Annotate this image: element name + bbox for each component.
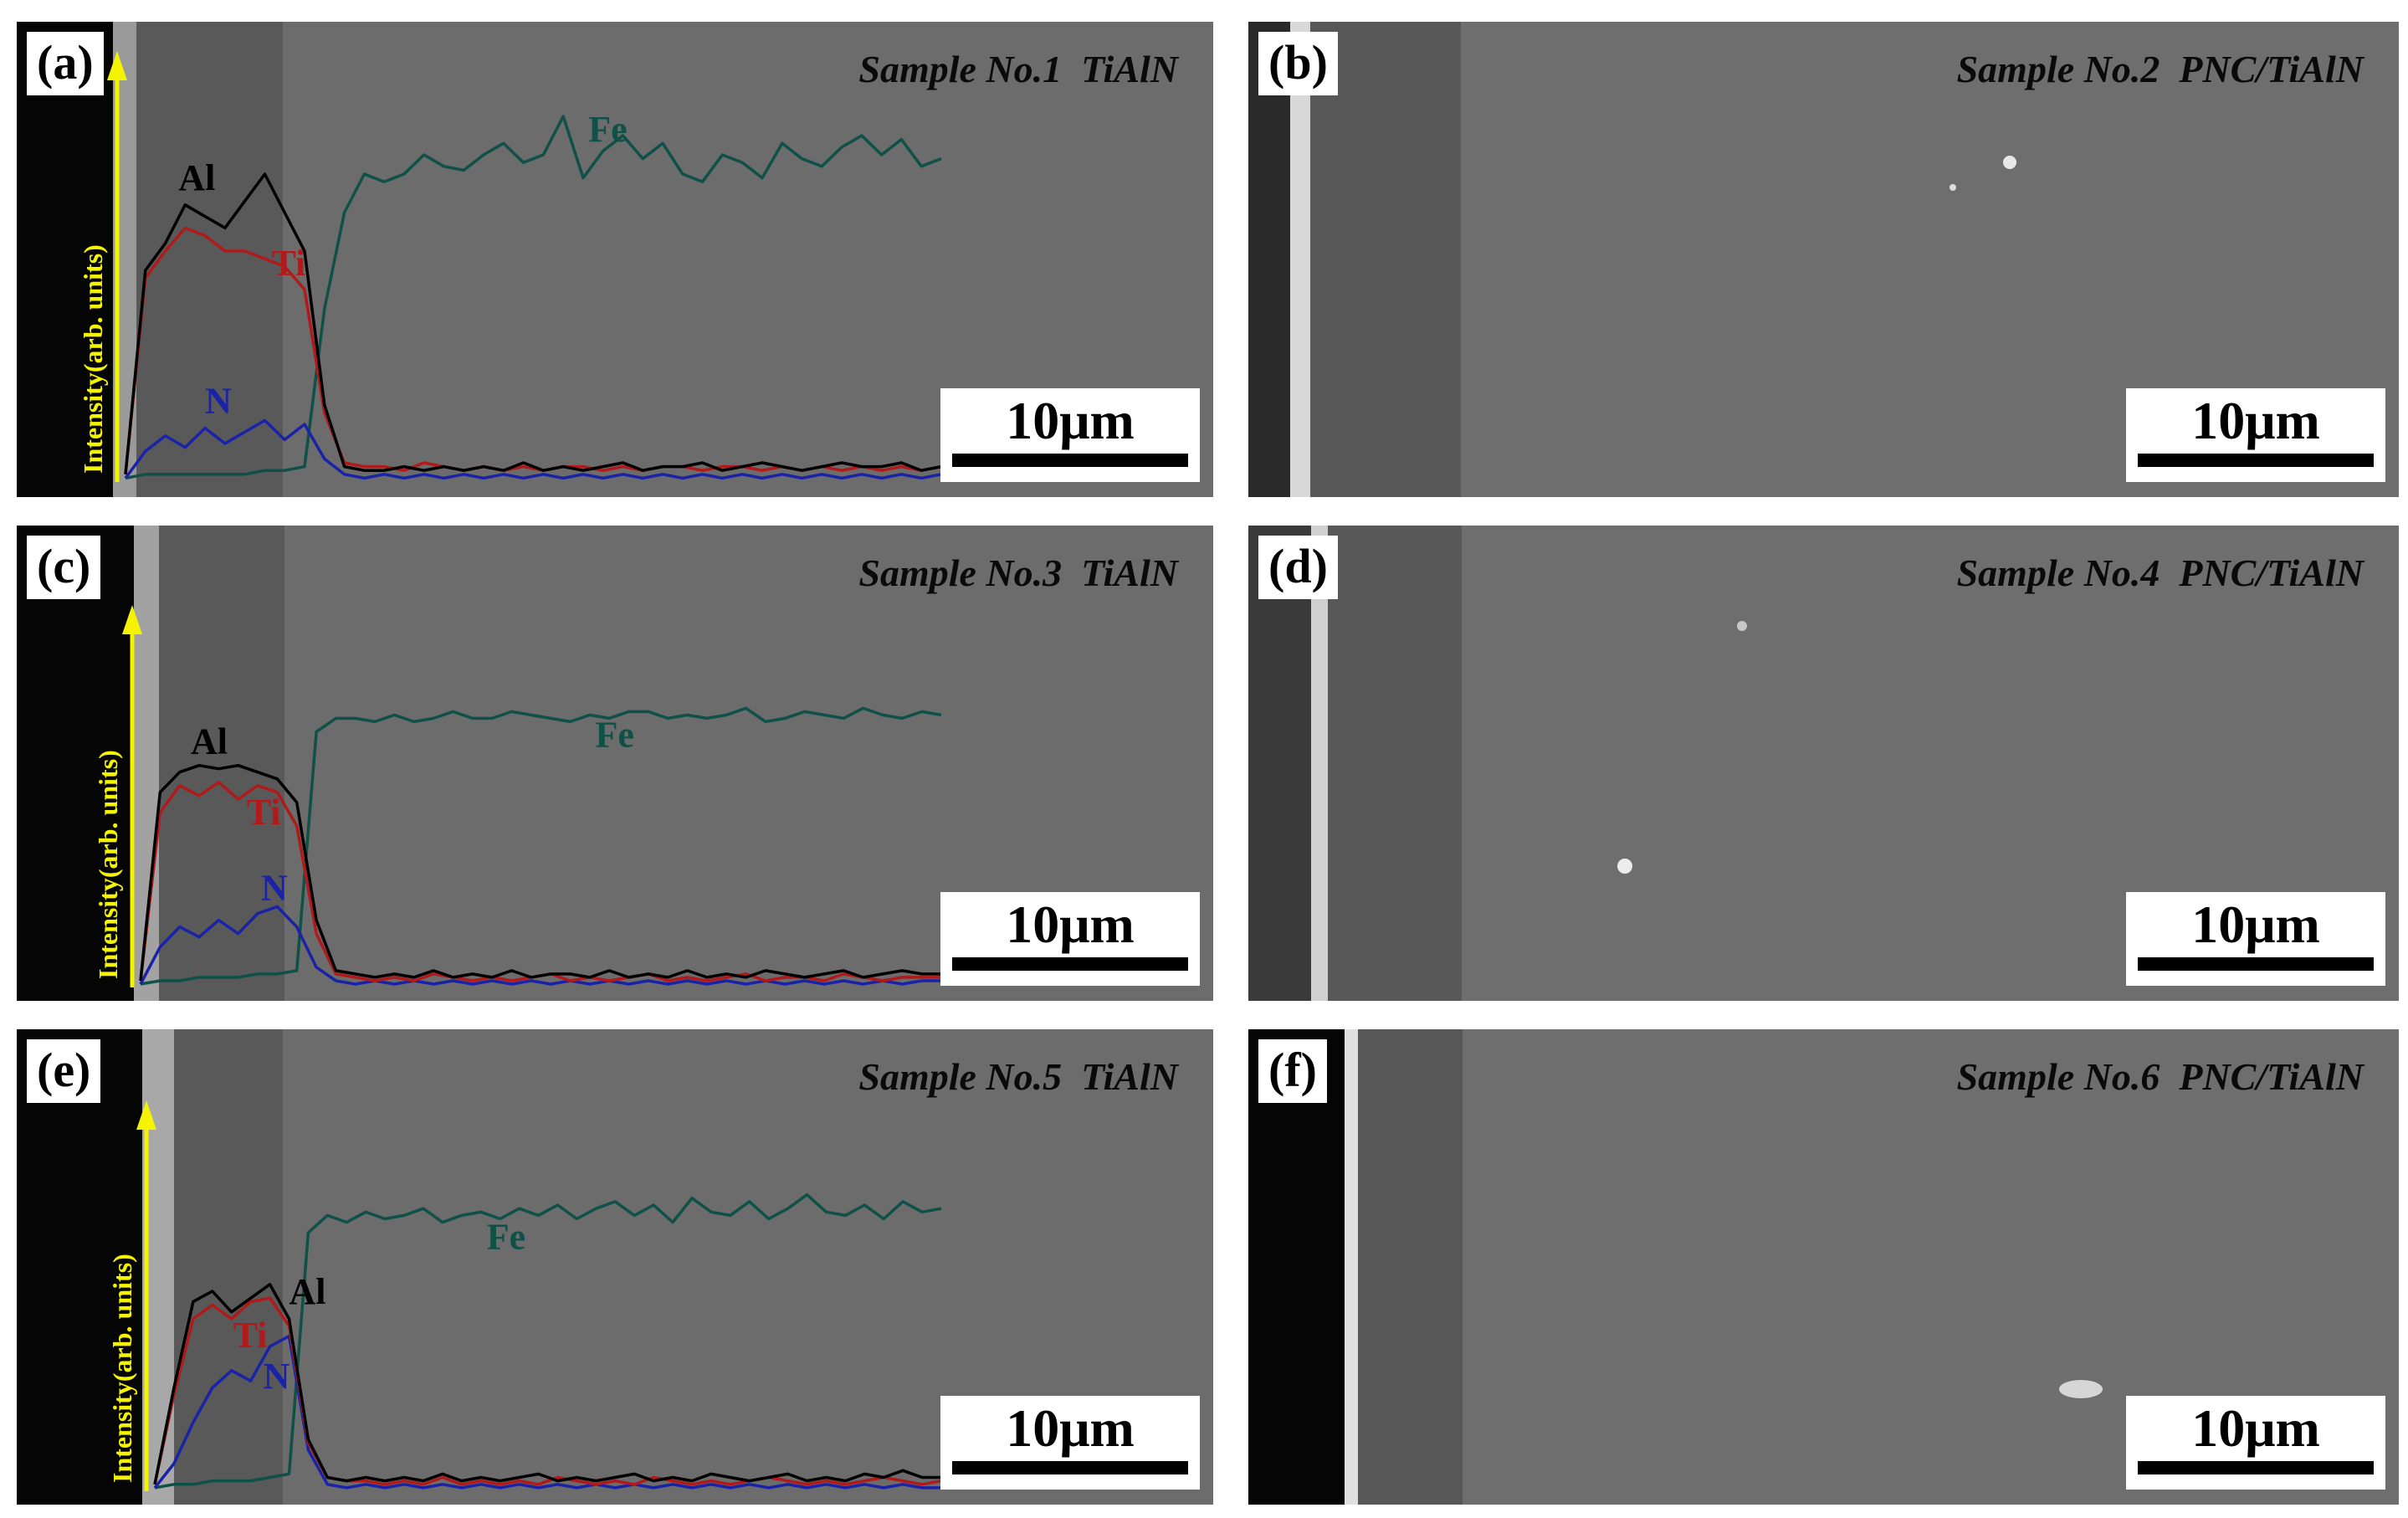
scale-bar: 10μm <box>2126 892 2385 986</box>
series-line-fe <box>154 1192 942 1490</box>
series-line-n <box>124 418 942 480</box>
sem-image <box>1248 22 2399 497</box>
sample-title: Sample No.3 TiAlN <box>858 551 1178 594</box>
series-label-fe: Fe <box>588 109 627 150</box>
series-label-n: N <box>205 381 232 422</box>
line-profile-chart: Intensity(arb. units) Fe NTi Al <box>107 1100 942 1491</box>
y-axis-label: Intensity(arb. units) <box>78 244 108 474</box>
series-line-fe <box>125 115 942 480</box>
series-line-n <box>139 905 941 986</box>
series-label-al: Al <box>289 1271 326 1312</box>
panel-label: (d) <box>1258 536 1338 599</box>
scale-bar: 10μm <box>940 892 1200 986</box>
panel-label: (b) <box>1258 32 1338 95</box>
series-line-al <box>139 763 941 982</box>
line-profile-chart: Intensity(arb. units) Fe N Ti Al <box>93 605 942 987</box>
panel-label: (c) <box>27 536 101 599</box>
scale-bar-label: 10μm <box>1006 895 1135 954</box>
panel-a: Intensity(arb. units) Fe N Ti Al (a) Sample … <box>17 22 1213 497</box>
scale-bar-label: 10μm <box>2191 895 2320 954</box>
scale-bar-line <box>952 1461 1188 1474</box>
y-axis-label: Intensity(arb. units) <box>93 750 123 979</box>
series-label-al: Al <box>191 721 228 762</box>
series-label-n: N <box>264 1356 290 1397</box>
sem-image <box>1248 1029 2399 1505</box>
scale-bar-label: 10μm <box>1006 1398 1135 1458</box>
panel-label: (a) <box>27 32 104 95</box>
sem-image <box>17 22 1213 497</box>
scale-bar: 10μm <box>940 388 1200 482</box>
series-line-ti <box>153 1296 942 1486</box>
scale-bar-label: 10μm <box>2191 1398 2320 1458</box>
sample-title: Sample No.2 PNC/TiAlN <box>1956 48 2364 90</box>
panel-e: Intensity(arb. units) Fe N Ti Al (e) Sample … <box>17 1029 1213 1505</box>
series-label-al: Al <box>178 157 215 198</box>
series-line-fe <box>140 706 942 986</box>
panel-b: (b) Sample No.2 PNC/TiAlN 10μm <box>1248 22 2399 497</box>
series-label-ti: Ti <box>272 243 306 284</box>
scale-bar-line <box>2138 454 2374 467</box>
series-line-n <box>153 1334 941 1490</box>
scale-bar-line <box>2138 1461 2374 1474</box>
series-label-ti: Ti <box>233 1315 268 1356</box>
series-label-ti: Ti <box>247 792 281 833</box>
panel-label: (e) <box>27 1039 101 1103</box>
series-line-al <box>153 1283 941 1485</box>
y-axis-label: Intensity(arb. units) <box>107 1254 137 1483</box>
series-label-fe: Fe <box>596 714 634 755</box>
sample-title: Sample No.6 PNC/TiAlN <box>1956 1055 2364 1098</box>
y-axis-arrowhead <box>136 1100 156 1130</box>
line-profile-chart: Intensity(arb. units) Fe N Ti Al <box>78 51 942 482</box>
scale-bar-label: 10μm <box>2191 391 2320 450</box>
sample-title: Sample No.4 PNC/TiAlN <box>1956 551 2364 594</box>
panel-f: (f) Sample No.6 PNC/TiAlN 10μm <box>1248 1029 2399 1505</box>
scale-bar: 10μm <box>2126 388 2385 482</box>
scale-bar-line <box>2138 957 2374 971</box>
scale-bar: 10μm <box>940 1396 1200 1490</box>
series-line-ti <box>124 226 942 474</box>
scale-bar-line <box>952 454 1188 467</box>
panel-c: Intensity(arb. units) Fe N Ti Al (c) Sample … <box>17 526 1213 1001</box>
panel-d: (d) Sample No.4 PNC/TiAlN 10μm <box>1248 526 2399 1001</box>
series-line-al <box>124 172 942 474</box>
series-label-n: N <box>261 868 288 909</box>
sample-title: Sample No.5 TiAlN <box>858 1055 1178 1098</box>
scale-bar-line <box>952 957 1188 971</box>
scale-bar-label: 10μm <box>1006 391 1135 450</box>
series-label-fe: Fe <box>487 1216 525 1257</box>
sample-title: Sample No.1 TiAlN <box>858 48 1178 90</box>
scale-bar: 10μm <box>2126 1396 2385 1490</box>
y-axis-arrowhead <box>107 51 127 80</box>
panel-label: (f) <box>1258 1039 1327 1103</box>
y-axis-arrowhead <box>122 605 142 634</box>
